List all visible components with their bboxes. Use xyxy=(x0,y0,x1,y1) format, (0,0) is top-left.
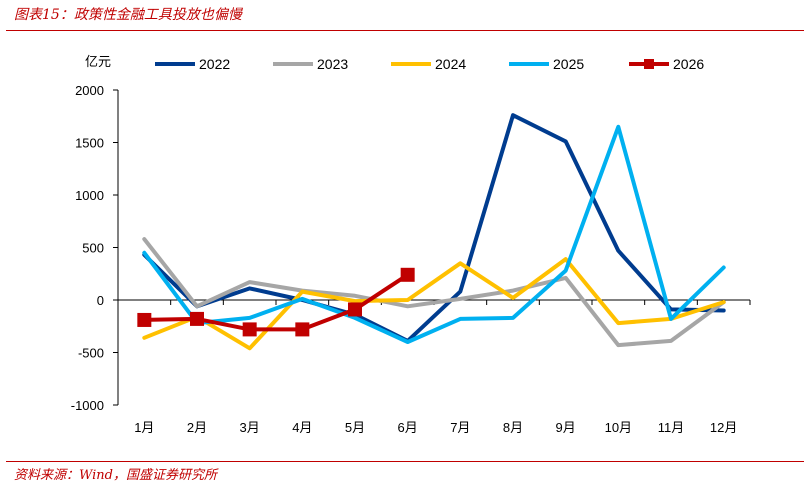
title-divider xyxy=(6,30,804,31)
y-tick-label: 1500 xyxy=(75,136,104,151)
series-2026 xyxy=(137,267,415,337)
legend-label: 2023 xyxy=(317,56,348,72)
legend-label: 2024 xyxy=(435,56,466,72)
series-line-2024 xyxy=(142,257,726,351)
x-tick-label: 8月 xyxy=(503,420,523,435)
legend-label: 2026 xyxy=(673,56,704,72)
y-tick-label: -1000 xyxy=(71,398,104,413)
x-tick-label: 3月 xyxy=(240,420,260,435)
x-tick-label: 12月 xyxy=(710,420,737,435)
x-tick-label: 7月 xyxy=(450,420,470,435)
data-point xyxy=(242,322,257,337)
legend-marker xyxy=(644,59,654,69)
legend-item-2023: 2023 xyxy=(273,56,348,72)
x-tick-label: 4月 xyxy=(292,420,312,435)
legend-label: 2022 xyxy=(199,56,230,72)
x-tick-label: 1月 xyxy=(134,420,154,435)
figure-title: 图表15：政策性金融工具投放也偏慢 xyxy=(14,7,242,23)
data-point xyxy=(295,322,310,337)
x-tick-label: 9月 xyxy=(556,420,576,435)
source-divider xyxy=(6,461,804,462)
y-tick-label: -500 xyxy=(78,346,104,361)
y-tick-label: 1000 xyxy=(75,188,104,203)
series-line-2023 xyxy=(142,237,726,348)
series-line-2026 xyxy=(142,272,410,332)
series-2024 xyxy=(142,257,726,351)
chart-series xyxy=(137,113,726,351)
legend-item-2024: 2024 xyxy=(391,56,466,72)
data-point xyxy=(400,267,415,282)
x-tick-label: 6月 xyxy=(398,420,418,435)
legend-label: 2025 xyxy=(553,56,584,72)
series-2025 xyxy=(142,124,726,344)
chart-axes: -1000 -500 0 500 1000 1500 2000 1月 2月 3月 4月 5月 6月 7月 8… xyxy=(71,83,751,435)
series-2022 xyxy=(142,113,726,343)
series-line-2022 xyxy=(142,113,726,343)
series-2023 xyxy=(142,237,726,348)
series-line-2025 xyxy=(142,124,726,344)
x-tick-label: 10月 xyxy=(605,420,632,435)
chart-legend: 2022 2023 2024 2025 2026 xyxy=(155,56,704,72)
data-point xyxy=(190,311,204,326)
x-tick-label: 5月 xyxy=(345,420,365,435)
data-point xyxy=(137,312,152,327)
legend-item-2022: 2022 xyxy=(155,56,230,72)
y-axis-unit-label: 亿元 xyxy=(85,55,111,70)
legend-item-2025: 2025 xyxy=(509,56,584,72)
x-tick-label: 11月 xyxy=(658,420,685,435)
y-tick-label: 500 xyxy=(82,241,104,256)
y-tick-label: 0 xyxy=(97,293,104,308)
legend-item-2026: 2026 xyxy=(629,56,704,72)
figure-source: 资料来源：Wind，国盛证券研究所 xyxy=(14,468,217,483)
x-tick-label: 2月 xyxy=(187,420,207,435)
y-tick-label: 2000 xyxy=(75,83,104,98)
data-point xyxy=(348,302,362,317)
